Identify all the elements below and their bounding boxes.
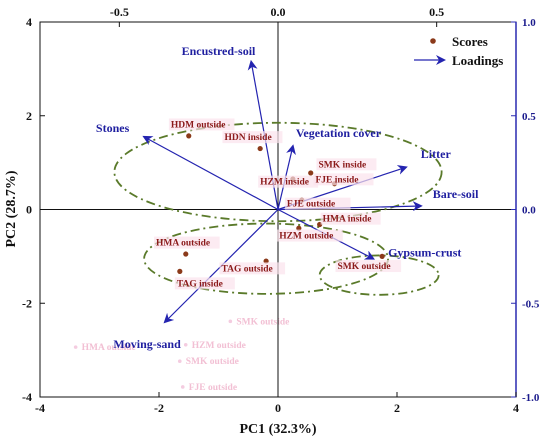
- y-tick-label: 2: [26, 109, 32, 123]
- score-label: SMK inside: [318, 160, 366, 170]
- right-tick-label: 1.0: [522, 17, 536, 29]
- score-label-bg: [316, 158, 377, 171]
- score-label: SMK outside: [338, 262, 391, 272]
- y-tick-label: -2: [22, 296, 32, 310]
- group-ellipse: [113, 121, 443, 223]
- score-label: HZM outside: [279, 232, 333, 242]
- score-label-bg: [284, 197, 351, 210]
- faint-point: [228, 319, 233, 324]
- loading-label: Gypsum-crust: [388, 245, 461, 259]
- legend-loadings-label: Loadings: [452, 53, 503, 68]
- x-tick-label: 4: [513, 401, 519, 415]
- faint-point: [183, 342, 188, 347]
- y-tick-label: 4: [26, 15, 32, 29]
- score-point: [308, 170, 314, 176]
- faint-label: SMK outside: [236, 317, 289, 327]
- loading-label: Stones: [96, 121, 130, 135]
- faint-label: SMK outside: [186, 357, 239, 367]
- score-label-bg: [154, 236, 220, 249]
- group-ellipse: [143, 222, 389, 295]
- score-point: [183, 251, 189, 257]
- score-label: HMA outside: [156, 239, 210, 249]
- score-point: [296, 225, 302, 231]
- score-label: HDN inside: [224, 133, 271, 143]
- x-tick-label: -4: [35, 401, 45, 415]
- score-label: HDM outside: [171, 120, 226, 130]
- score-label-bg: [335, 260, 402, 273]
- y-axis-title: PC2 (28.7%): [4, 170, 19, 247]
- score-point: [177, 268, 183, 274]
- score-point: [263, 258, 269, 264]
- loading-label: Litter: [421, 147, 452, 161]
- score-label-bg: [320, 212, 381, 225]
- faint-label: HZM outside: [192, 341, 246, 351]
- faint-point: [180, 385, 185, 389]
- loading-arrow: [142, 135, 279, 211]
- x-tick-label: 0: [275, 401, 281, 415]
- right-tick-label: 0.5: [522, 111, 536, 123]
- right-tick-label: 0.0: [522, 205, 536, 217]
- score-label-bg: [222, 131, 283, 144]
- legend-scores-marker: [430, 38, 436, 44]
- y-tick-label: -4: [22, 390, 32, 404]
- right-tick-label: -1.0: [522, 392, 540, 404]
- score-label: HZM inside: [260, 178, 309, 188]
- score-label-bg: [258, 175, 319, 188]
- right-tick-label: -0.5: [522, 298, 540, 310]
- score-label-bg: [277, 229, 343, 242]
- group-ellipses: [113, 121, 443, 296]
- score-points: HDM outside HDN inside SMK inside HZM insid…: [154, 118, 402, 290]
- faint-point: [177, 359, 182, 363]
- group-ellipse: [318, 254, 440, 296]
- axis-ticks: -4 -2 0 2 4 -4 -2 0 2 4 -0.5 0.0 0.5 -1.0 -0.5 0.0 0.5 1.…: [22, 5, 540, 415]
- loading-label: Encustred-soil: [182, 44, 256, 58]
- faint-point: [73, 345, 78, 349]
- score-point: [379, 253, 385, 259]
- legend-scores-label: Scores: [452, 34, 488, 49]
- loading-label: Moving-sand: [113, 337, 181, 351]
- top-tick-label: 0.5: [429, 5, 444, 19]
- loading-arrows: Encustred-soil Stones Vegetation cover Litt…: [96, 44, 479, 351]
- x-axis-title: PC1 (32.3%): [240, 422, 317, 437]
- score-point: [186, 133, 192, 139]
- score-label-bg: [174, 277, 235, 290]
- loading-label: Vegetation cover: [296, 126, 382, 140]
- score-label-bg: [168, 118, 235, 131]
- faint-label: FJE outside: [189, 383, 237, 393]
- x-tick-label: -2: [154, 401, 164, 415]
- x-tick-label: 2: [394, 401, 400, 415]
- score-label: FJE outside: [287, 200, 335, 210]
- faint-labels: SMK outside HZM outside SMK outside HMA out…: [73, 317, 289, 393]
- score-label: FJE inside: [315, 175, 358, 185]
- loading-label: Bare-soil: [433, 187, 479, 201]
- score-label-bg: [313, 173, 374, 186]
- score-point: [257, 145, 263, 152]
- score-label-bg: [219, 262, 286, 275]
- top-tick-label: -0.5: [110, 5, 129, 19]
- y-tick-label: 0: [26, 203, 32, 217]
- legend: Scores Loadings: [414, 34, 503, 68]
- top-tick-label: 0.0: [271, 5, 286, 19]
- score-label: HMA inside: [323, 215, 372, 225]
- faint-label: HMA outside: [82, 343, 136, 353]
- score-label: TAG inside: [177, 279, 223, 289]
- score-label: TAG outside: [221, 264, 272, 274]
